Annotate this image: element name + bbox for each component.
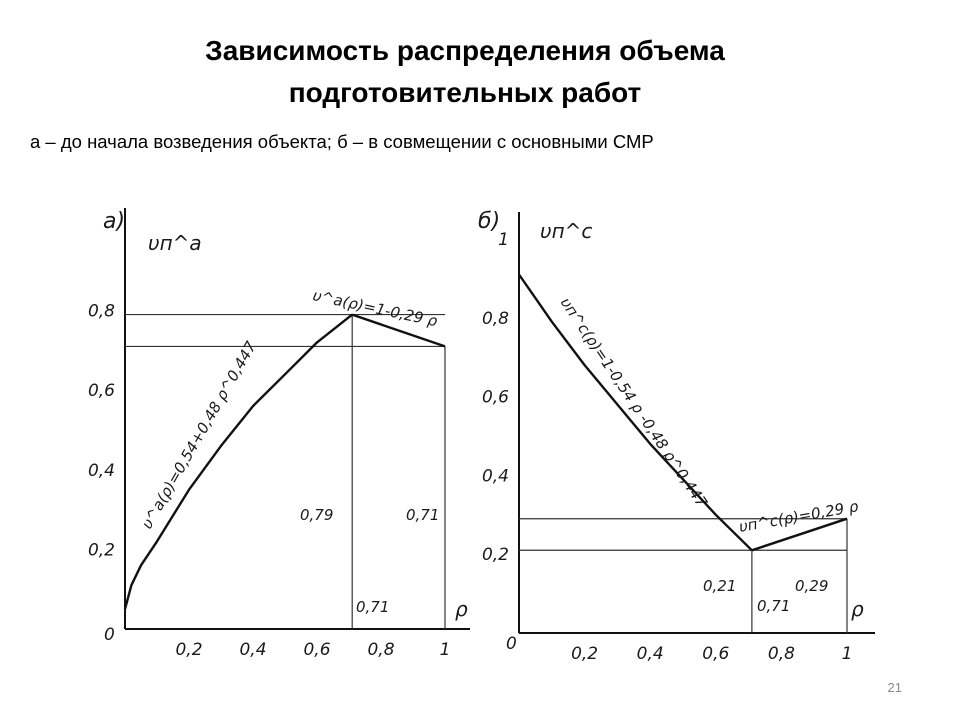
chart-b-series-segment-0	[518, 273, 753, 552]
chart-b-x-tick-label: 0,6	[702, 644, 729, 664]
slide-title-line-1: Зависимость распределения объема	[205, 35, 725, 66]
chart-b-x-tick-label: 0,8	[768, 644, 795, 664]
chart-a-y-tick-label: 0,2	[88, 540, 115, 560]
chart-a-y-tick-label: 0,4	[88, 461, 115, 481]
chart-a-y-tick-label: 0,6	[88, 381, 115, 401]
chart-b-x-tick-label: 1	[842, 644, 853, 664]
chart-a-x-tick-label: 1	[440, 640, 451, 660]
chart-a-xlabel: ρ	[455, 597, 468, 621]
chart-b-y-tick-label: 1	[498, 230, 509, 250]
page-number: 21	[887, 680, 902, 695]
chart-a-origin: 0	[104, 625, 115, 645]
chart-b-x-tick-label: 0,4	[637, 644, 664, 664]
chart-a-series-segment-1	[351, 313, 446, 348]
chart-b-y-tick-label: 0,6	[482, 388, 509, 408]
chart-a-formula-0: υ^а(ρ)=0,54+0,48 ρ^0,447	[138, 338, 261, 532]
chart-b-annotation: 0,21	[703, 577, 736, 595]
chart-b-annotation: 0,71	[757, 597, 790, 615]
chart-a-series-segment-0	[123, 313, 353, 610]
chart-b-annotation: 0,29	[795, 577, 828, 595]
chart-b-xlabel: ρ	[851, 597, 864, 621]
chart-a-annotation: 0,71	[356, 598, 389, 616]
chart-b-ylabel: υп^с	[540, 219, 592, 243]
slide-subtitle: а – до начала возведения объекта; б – в …	[30, 131, 654, 152]
slide-title-line-2: подготовительных работ	[288, 77, 642, 108]
chart-a-annotation: 0,79	[300, 506, 333, 524]
chart-b-y-tick-label: 0,2	[482, 545, 509, 565]
chart-a-x-tick-label: 0,2	[175, 640, 202, 660]
chart-b-x-tick-label: 0,2	[571, 644, 598, 664]
chart-b-y-tick-label: 0,4	[482, 466, 509, 486]
chart-a-panel: а)	[103, 209, 125, 234]
chart-a-annotation: 0,71	[406, 506, 439, 524]
chart-b-panel: б)	[478, 209, 500, 234]
chart-a-y-tick-label: 0,8	[88, 302, 115, 322]
chart-b-formula-0: υп^с(ρ)=1-0,54 ρ -0,48 ρ^0,447	[557, 294, 711, 511]
chart-a-x-tick-label: 0,8	[367, 640, 394, 660]
chart-b-formula-1: υп^с(ρ)=0,29 ρ	[738, 497, 861, 536]
chart-a-x-tick-label: 0,6	[303, 640, 330, 660]
slide-title: Зависимость распределения объема подгото…	[0, 30, 930, 114]
chart-b-origin: 0	[506, 634, 517, 654]
chart-b-y-tick-label: 0,8	[482, 309, 509, 329]
chart-a-ylabel: υп^а	[148, 231, 202, 255]
chart-a-x-tick-label: 0,4	[239, 640, 266, 660]
chart-b-series-segment-1	[751, 517, 848, 552]
